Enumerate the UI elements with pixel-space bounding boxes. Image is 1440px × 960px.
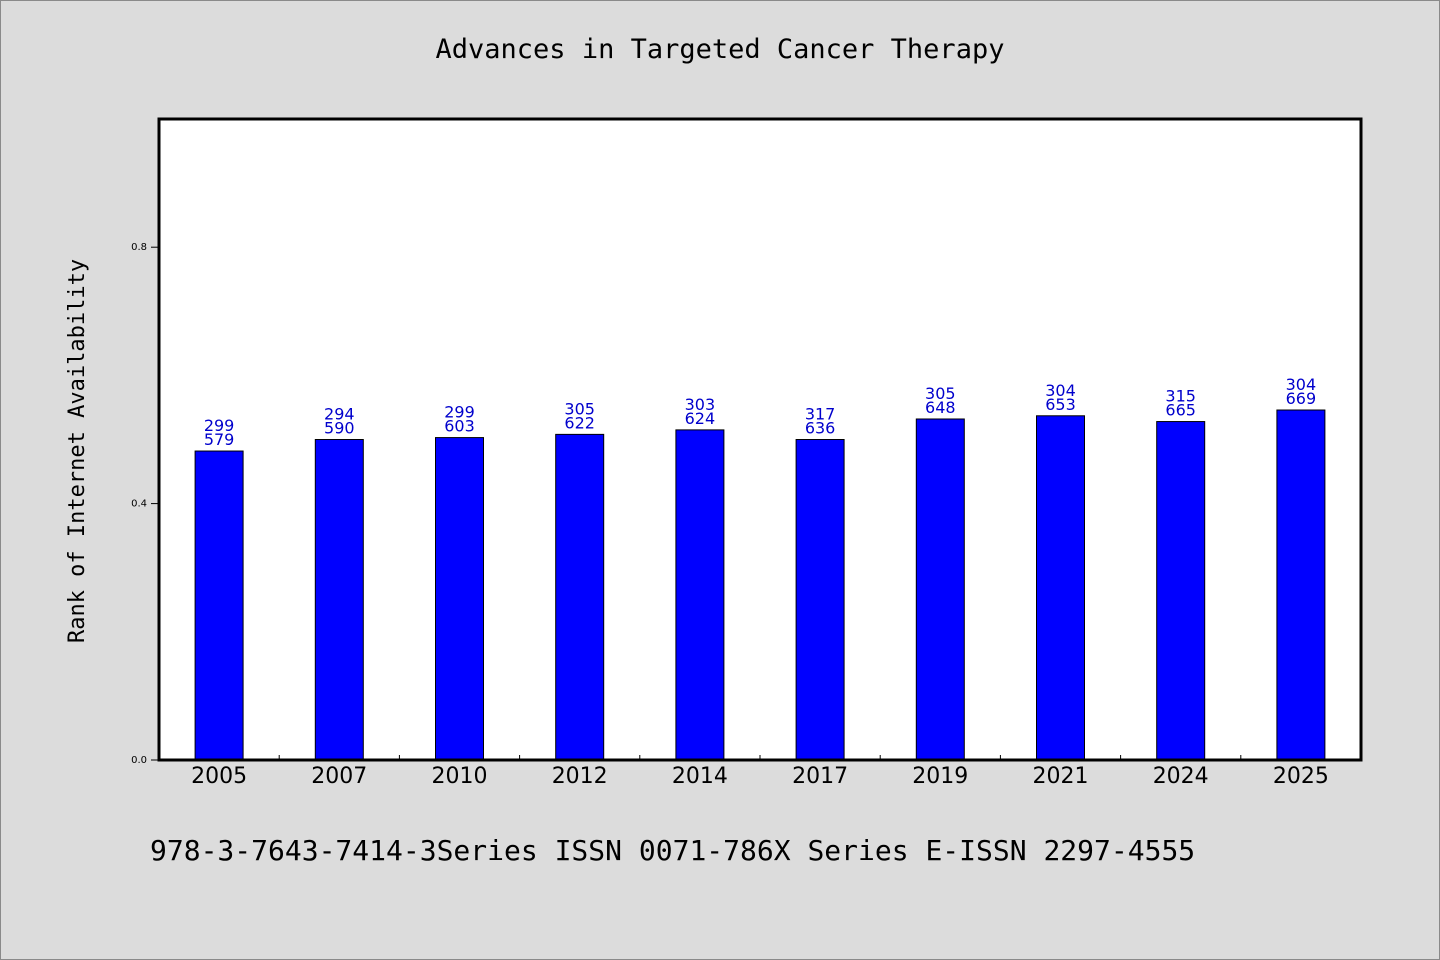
data-label-bottom-2014: 624 — [685, 409, 716, 428]
x-tick-label-2024: 2024 — [1153, 764, 1209, 789]
data-label-top-2010: 299 — [444, 403, 475, 422]
bar-2025 — [1276, 409, 1326, 761]
data-label-bottom-2017: 636 — [805, 419, 836, 438]
data-label-top-2017: 317 — [805, 405, 836, 424]
x-tick-label-2021: 2021 — [1033, 764, 1089, 789]
bar-2019 — [915, 418, 965, 761]
bar-2021 — [1036, 415, 1085, 761]
data-label-bottom-2021: 653 — [1045, 395, 1076, 414]
data-label-top-2019: 305 — [925, 384, 956, 403]
x-tick-label-2014: 2014 — [672, 764, 728, 789]
data-label-bottom-2010: 603 — [444, 417, 475, 436]
chart-footer: 978-3-7643-7414-3Series ISSN 0071-786X S… — [150, 834, 1196, 867]
ticks-layer: 2005 2007 2010 2012 2014 2017 2019 2021 2024 2025… — [131, 242, 1329, 789]
y-tick-label: 0.4 — [131, 499, 147, 510]
bar-2005 — [194, 450, 244, 761]
x-tick-label-2025: 2025 — [1273, 764, 1329, 789]
x-tick-label-2010: 2010 — [432, 764, 488, 789]
x-tick-label-2005: 2005 — [191, 764, 247, 789]
bar-2010 — [435, 437, 484, 761]
data-label-bottom-2024: 665 — [1165, 401, 1196, 420]
bar-2024 — [1156, 421, 1206, 761]
data-label-bottom-2005: 579 — [204, 430, 235, 449]
data-label-top-2007: 294 — [324, 405, 355, 424]
data-label-bottom-2025: 669 — [1286, 389, 1317, 408]
y-tick-label: 0.0 — [131, 755, 147, 766]
bar-2017 — [795, 439, 845, 761]
bar-2012 — [555, 433, 605, 761]
plot-border — [157, 117, 1363, 762]
x-tick-label-2019: 2019 — [912, 764, 968, 789]
data-label-bottom-2012: 622 — [564, 413, 595, 432]
data-label-bottom-2007: 590 — [324, 419, 355, 438]
y-tick-label: 0.8 — [131, 242, 147, 253]
x-tick-label-2012: 2012 — [552, 764, 608, 789]
x-tick-label-2007: 2007 — [311, 764, 367, 789]
bar-2007 — [314, 439, 364, 761]
y-axis-label: Rank of Internet Availability — [65, 259, 90, 643]
x-tick-label-2017: 2017 — [792, 764, 848, 789]
data-label-top-2021: 304 — [1045, 381, 1076, 400]
chart-title: Advances in Targeted Cancer Therapy — [435, 34, 1005, 65]
data-label-top-2025: 304 — [1286, 375, 1317, 394]
bars-layer — [194, 409, 1326, 761]
data-label-top-2005: 299 — [204, 416, 235, 435]
bar-2014 — [675, 429, 725, 761]
data-label-bottom-2019: 648 — [925, 398, 956, 417]
data-label-top-2014: 303 — [685, 395, 716, 414]
data-label-top-2012: 305 — [564, 399, 595, 418]
data-label-top-2024: 315 — [1165, 387, 1196, 406]
